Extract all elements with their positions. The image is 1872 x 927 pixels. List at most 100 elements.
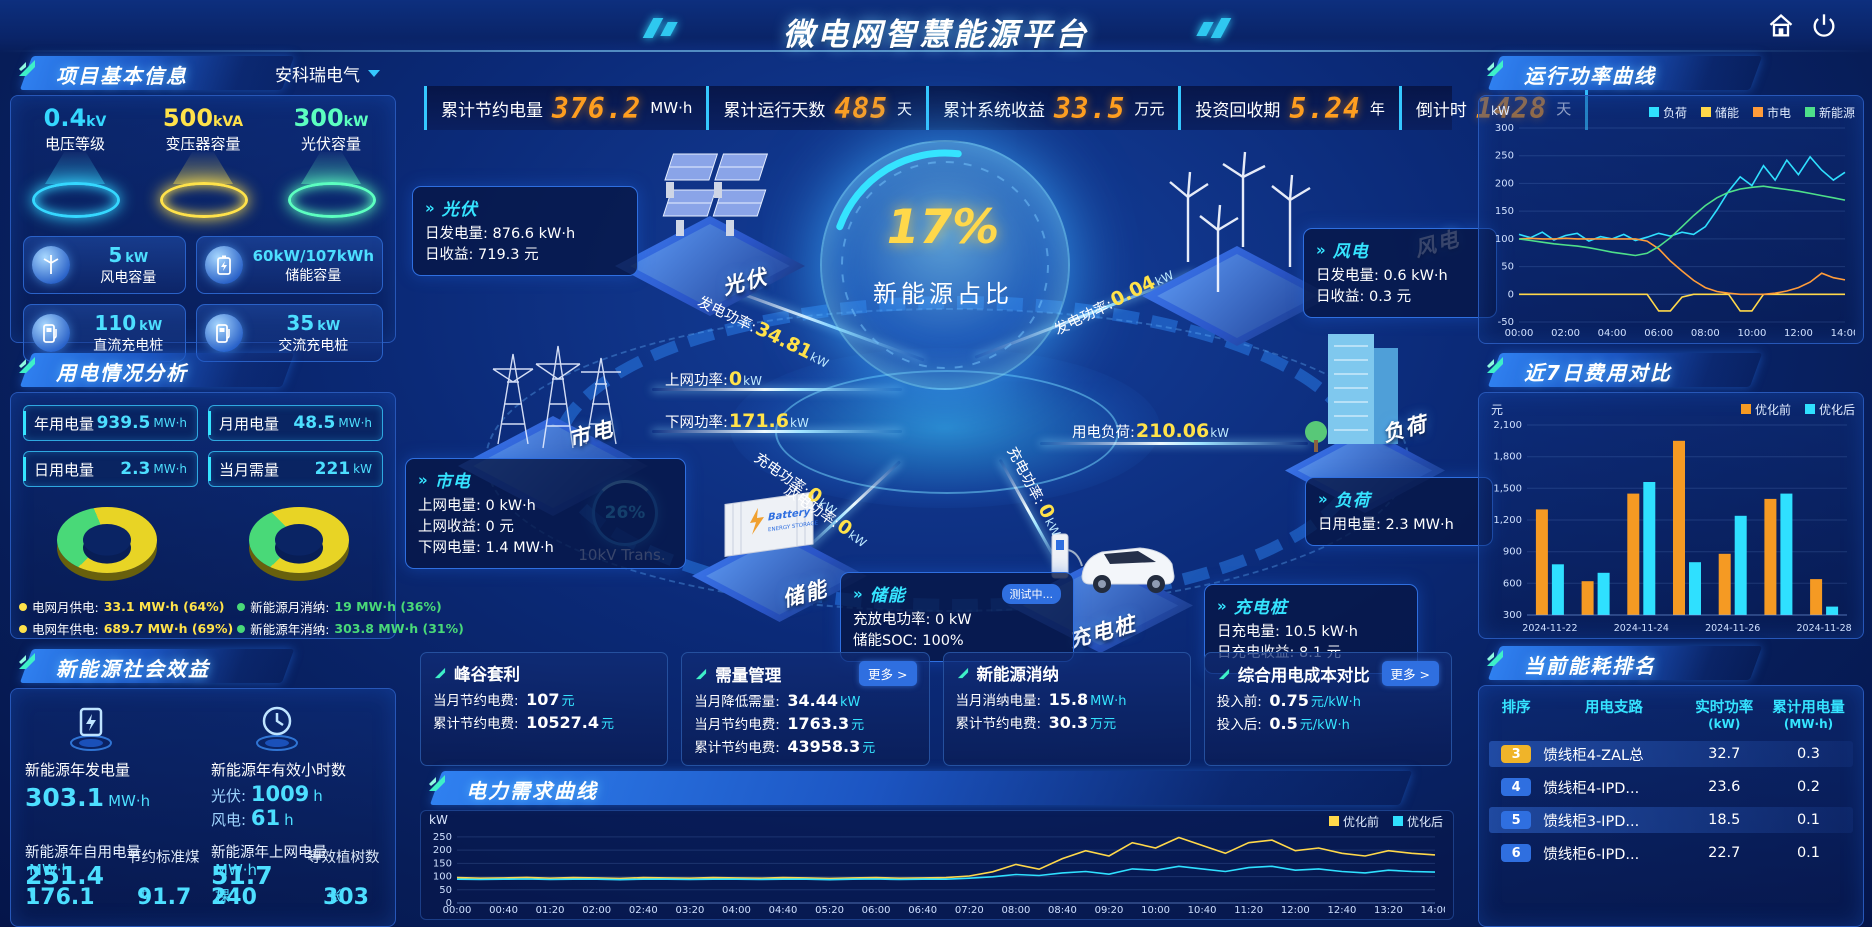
capacity-value: 35 kW [286,311,341,335]
legend-item: 优化后 [1804,401,1855,418]
realtime-power: 23.6 [1708,779,1741,795]
legend-dot [19,624,27,633]
benefit-cards: 峰谷套利 当月节约电费: 107 元累计节约电费: 10527.4 元 需量管理 更多 >… [420,652,1452,766]
svg-text:10:00: 10:00 [1141,905,1170,916]
svg-text:300: 300 [1495,123,1514,134]
status-badge: 测试中... [1001,583,1061,604]
panel-energy-ranking: 当前能耗排名 排序 用电支路 实时功率 (kW) 累计用电量 (MW·h) 3 馈线柜4-ZA… [1478,645,1864,927]
pedestal-ring [160,182,248,218]
legend-value: 33.1 MW·h (64%) [103,599,225,614]
legend-label: 新能源年消纳: [250,622,330,637]
realtime-power: 18.5 [1708,812,1741,828]
legend-item: 储能 [1700,104,1739,121]
pedestal-label: 电压等级 [44,135,105,153]
company-selector[interactable]: 安科瑞电气 [275,61,380,86]
panel-title: 运行功率曲线 [1524,64,1656,88]
svg-text:12:00: 12:00 [1784,328,1813,339]
corner-icon [957,667,968,679]
corner-icon [1218,668,1229,679]
stat-unit: MW·h [153,462,187,476]
panel-cost-compare: 近7日费用对比 元 优化前 优化后 2,100 1,800 1,500 1,200 900… [1478,352,1864,639]
pedestal-light-cone [45,152,105,184]
panel-title: 新能源社会效益 [56,657,210,681]
y-axis-unit: kW [429,813,448,827]
stat-value: 48.5 [293,413,336,433]
panel-demand-curve: 电力需求曲线 kW 优化前 优化后 250 200 150 100 50 0 00:00 00:… [420,770,1454,920]
rank-number: 3 [1501,745,1532,763]
power-stat: 日用电量 2.3 MW·h [23,451,198,487]
panel-title: 项目基本信息 [56,64,188,88]
legend-item: 优化后 [1392,813,1443,830]
grid-info-box: » 市电 上网电量: 0 kW·h 上网收益: 0 元 下网电量: 1.4 MW·… [405,458,686,569]
benefit-card-header: 新能源消纳 [956,661,1178,685]
ev-charger-icon [1022,506,1187,615]
home-icon[interactable] [1766,12,1800,42]
branch-name: 馈线柜3-IPD... [1543,813,1640,830]
svg-text:200: 200 [433,845,452,856]
supply-donut [47,503,167,589]
annual-generation: 新能源年发电量 303.1 MW·h [25,701,211,812]
svg-text:12:00: 12:00 [1281,905,1310,916]
wind-turbine-field-icon [1148,142,1328,301]
capacity-card: 5 kW 风电容量 [23,236,186,294]
total-energy: 0.2 [1796,779,1821,795]
more-button[interactable]: 更多 > [1381,661,1439,686]
table-row[interactable]: 6 馈线柜6-IPD... 22.7 0.1 [1489,840,1853,866]
benefit-card-title: 需量管理 [715,665,782,685]
rank-badge: 5 [1489,811,1543,829]
transmission-tower-icon [468,324,638,456]
renewable-percent: 17% [886,200,1000,255]
svg-text:11:20: 11:20 [1234,905,1263,916]
chart-legend: 负荷 储能 市电 新能源 [1648,104,1855,121]
pedestal-light-cone [173,152,233,184]
panel-power-analysis: 用电情况分析 年用电量 939.5 MW·h 月用电量 48.5 MW·h 日用电量 2.3 M… [10,352,464,639]
panel-title: 用电情况分析 [56,361,188,385]
svg-text:04:00: 04:00 [722,905,751,916]
capacity-cards: 5 kW 风电容量 60kW/107kWh 储能容量 110 kW 直流充电桩 35 kW 交流充电… [11,226,395,372]
table-row[interactable]: 4 馈线柜4-IPD... 23.6 0.2 [1489,774,1853,800]
donut-legend: 电网月供电: 33.1 MW·h (64%) 新能源月消纳: 19 MW·h (3… [11,591,464,644]
kpi-unit: 万元 [1134,99,1165,118]
legend-label: 电网年供电: [32,622,99,637]
flow-grid-down: 下网功率:171.6kW [665,410,809,432]
stat-label: 新能源年有效小时数 [211,761,347,779]
svg-text:600: 600 [1503,578,1522,589]
svg-text:50: 50 [1501,262,1514,273]
svg-text:-50: -50 [1498,317,1514,328]
center-orb [820,140,1070,390]
capacity-card-text: 60kW/107kWh 储能容量 [253,246,374,285]
kpi-item: 累计运行天数 485 天 [706,86,926,130]
chart-legend: 优化前 优化后 [1740,401,1855,418]
svg-text:09:20: 09:20 [1095,905,1124,916]
capacity-value: 60kW/107kWh [252,246,374,265]
capacity-pedestal: 300kW 光伏容量 [275,104,387,226]
svg-text:04:40: 04:40 [769,905,798,916]
table-row[interactable]: 3 馈线柜4-ZAL总 32.7 0.3 [1489,741,1853,767]
legend-dot [19,602,27,611]
column-header: 累计用电量 (MW·h) [1772,700,1845,731]
more-button[interactable]: 更多 > [859,661,917,686]
panel-title: 近7日费用对比 [1524,361,1672,385]
svg-text:07:20: 07:20 [955,905,984,916]
stat-label: 新能源年发电量 [25,761,131,779]
svg-text:250: 250 [1495,151,1514,162]
column-header: 排序 [1501,700,1531,716]
capacity-card: 60kW/107kWh 储能容量 [195,236,383,294]
stat-unit: kW [353,462,372,476]
power-stat: 当月需量 221 kW [208,451,383,487]
kpi-item: 投资回收期 5.24 年 [1178,86,1398,130]
stat-value: 221 [314,459,351,479]
corner-icon [1484,647,1506,673]
double-chevron-icon: » [418,470,428,489]
corner-icon [1484,57,1506,83]
svg-text:02:00: 02:00 [1551,328,1580,339]
kpi-label: 倒计时 [1415,100,1467,121]
stat-value: 303.1 [25,783,105,812]
legend-value: 689.7 MW·h (69%) [103,621,234,636]
table-row[interactable]: 5 馈线柜3-IPD... 18.5 0.1 [1489,807,1853,833]
run-power-line-chart: 300 250 200 150 100 50 0 -50 00:00 02:00 04:00 06:0… [1483,122,1860,344]
benefit-row: 当月节约电费: 1763.3 元 [694,714,865,733]
power-icon[interactable] [1810,12,1844,42]
svg-text:2024-11-24: 2024-11-24 [1614,623,1669,634]
wind-info-box: » 风电 日发电量: 0.6 kW·h 日收益: 0.3 元 [1303,228,1497,318]
